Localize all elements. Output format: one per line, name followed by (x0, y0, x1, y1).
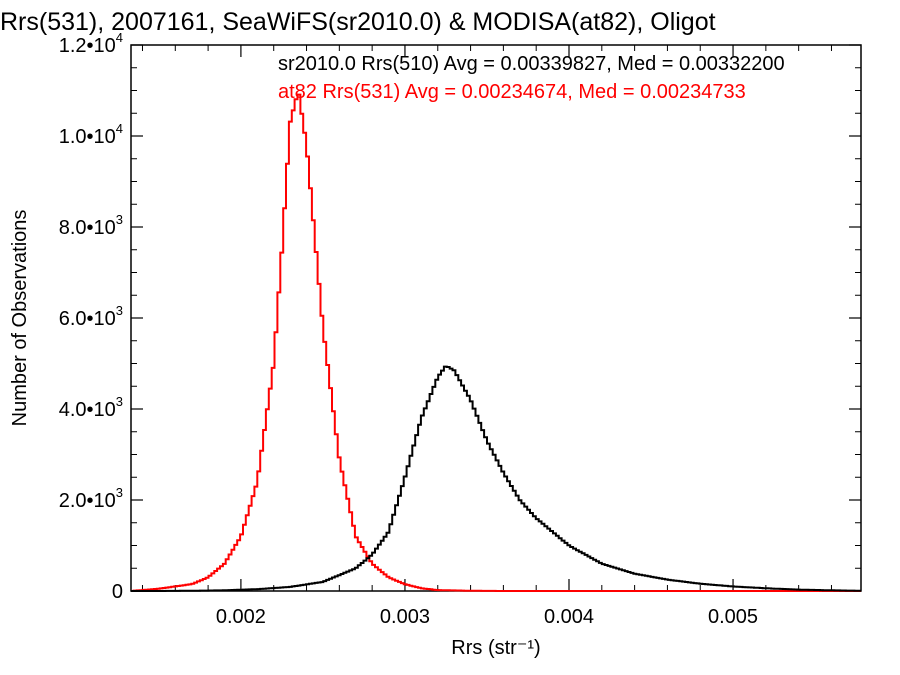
legend-entry-sr2010: sr2010.0 Rrs(510) Avg = 0.00339827, Med … (278, 53, 785, 75)
y-tick-label: 4.0•103 (59, 394, 123, 421)
y-tick-label: 0 (112, 581, 123, 603)
series-line-at82 (131, 93, 861, 592)
y-tick-label: 6.0•103 (59, 303, 123, 330)
y-tick-label: 1.0•104 (59, 121, 123, 148)
x-tick-label: 0.005 (708, 606, 758, 628)
chart-title: Rrs(531), 2007161, SeaWiFS(sr2010.0) & M… (0, 8, 716, 36)
x-tick-label: 0.003 (380, 606, 430, 628)
x-tick-label: 0.004 (544, 606, 594, 628)
y-tick-label: 8.0•103 (59, 212, 123, 239)
x-axis-label: Rrs (str⁻¹) (451, 637, 540, 659)
legend-entry-at82: at82 Rrs(531) Avg = 0.00234674, Med = 0.… (278, 81, 746, 103)
y-tick-label: 1.2•104 (59, 30, 123, 57)
x-tick-label: 0.002 (216, 606, 266, 628)
y-axis: 0 2.0•103 4.0•103 6.0•103 8.0•103 1.0•104 1.2•… (59, 30, 861, 603)
y-axis-label: Number of Observations (9, 210, 31, 427)
plot-frame (130, 44, 862, 592)
y-tick-label: 2.0•103 (59, 485, 123, 512)
series-line-sr2010 (131, 365, 862, 592)
x-axis: 0.002 0.003 0.004 0.005 (141, 45, 832, 628)
